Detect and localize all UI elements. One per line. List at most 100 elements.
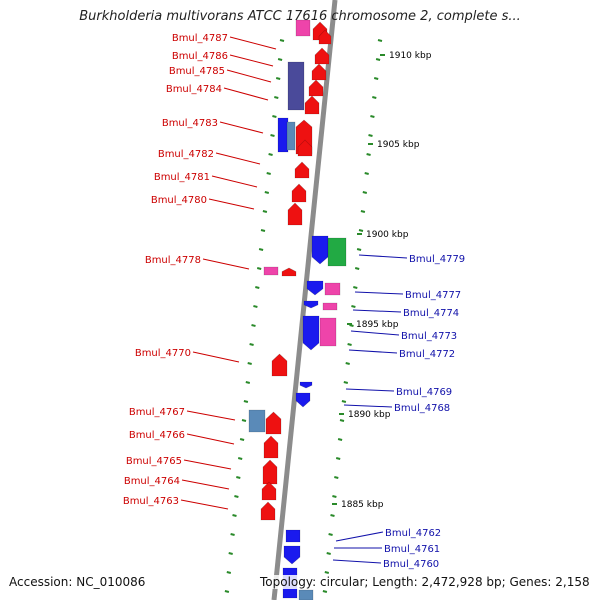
gene-label: Bmul_4768 xyxy=(394,403,450,414)
gene-feature xyxy=(283,545,301,565)
gene-label: Bmul_4784 xyxy=(166,84,222,95)
tick-mark xyxy=(354,267,360,270)
label-leader xyxy=(180,499,229,510)
gene-label: Bmul_4765 xyxy=(126,456,182,467)
tick-mark xyxy=(343,381,349,384)
gene-label: Bmul_4774 xyxy=(403,308,459,319)
gene-feature xyxy=(318,29,332,45)
gene-features xyxy=(248,19,347,600)
tick-mark xyxy=(370,115,375,118)
tick-mark xyxy=(375,58,381,61)
gene-label: Bmul_4780 xyxy=(151,195,207,206)
gene-feature xyxy=(277,117,289,153)
gene-feature xyxy=(260,501,276,521)
tick-mark xyxy=(341,400,347,403)
gene-label: Bmul_4766 xyxy=(129,430,185,441)
tick-mark xyxy=(270,134,275,137)
label-leader xyxy=(226,69,272,83)
tick-mark xyxy=(277,58,283,61)
gene-feature xyxy=(306,280,324,296)
gene-label: Bmul_4783 xyxy=(162,118,218,129)
gene-feature xyxy=(263,435,279,459)
tick-mark xyxy=(353,286,358,289)
tick-mark xyxy=(272,115,277,118)
gene-feature xyxy=(286,121,296,151)
label-leader xyxy=(343,404,393,408)
tick-mark xyxy=(268,153,273,156)
gene-label: Bmul_4773 xyxy=(401,331,457,342)
tick-mark xyxy=(237,457,243,460)
tick-mark xyxy=(364,172,369,175)
tick-mark xyxy=(351,305,356,308)
tick-mark xyxy=(322,590,328,593)
tick-mark xyxy=(226,571,232,574)
tick-mark xyxy=(260,229,266,232)
gene-feature xyxy=(261,481,277,501)
tick-mark xyxy=(347,343,352,346)
gene-feature xyxy=(248,409,266,433)
tick-mark xyxy=(366,153,371,156)
tick-mark xyxy=(232,514,237,517)
gene-label: Bmul_4785 xyxy=(169,66,225,77)
tick-mark xyxy=(362,191,368,194)
label-leader xyxy=(358,254,408,259)
gene-feature xyxy=(299,381,313,389)
tick-mark xyxy=(326,552,331,555)
gene-feature xyxy=(308,79,324,97)
tick-mark xyxy=(358,229,364,232)
gene-label: Bmul_4761 xyxy=(384,544,440,555)
gene-feature xyxy=(263,266,279,276)
gene-label: Bmul_4769 xyxy=(396,387,452,398)
gene-feature xyxy=(298,589,314,600)
label-leader xyxy=(348,349,398,354)
tick-mark xyxy=(373,77,379,80)
gene-feature xyxy=(287,202,303,226)
label-leader xyxy=(181,479,230,490)
gene-label: Bmul_4772 xyxy=(399,349,455,360)
label-leader xyxy=(345,388,395,392)
label-leader xyxy=(215,152,261,165)
gene-feature xyxy=(291,183,307,203)
label-leader xyxy=(202,258,250,270)
scale-label: 1885 kbp xyxy=(341,500,384,510)
tick-mark xyxy=(360,210,366,213)
gene-feature xyxy=(262,459,278,485)
label-leader xyxy=(208,198,255,210)
label-leader xyxy=(223,87,269,101)
gene-label: Bmul_4764 xyxy=(124,476,180,487)
gene-feature xyxy=(295,392,311,408)
gene-feature xyxy=(304,95,320,115)
gene-label: Bmul_4777 xyxy=(405,290,461,301)
tick-mark xyxy=(324,571,330,574)
gene-feature xyxy=(287,61,305,111)
tick-mark xyxy=(245,381,251,384)
label-leader xyxy=(211,175,258,188)
tick-mark xyxy=(249,343,254,346)
tick-mark xyxy=(274,96,279,99)
scale-label: 1910 kbp xyxy=(389,51,432,61)
tick-mark xyxy=(335,457,341,460)
gene-label: Bmul_4760 xyxy=(383,559,439,570)
gene-feature xyxy=(302,315,320,351)
gene-feature xyxy=(311,63,327,81)
gene-label: Bmul_4762 xyxy=(385,528,441,539)
tick-mark xyxy=(228,552,233,555)
label-leader-lines xyxy=(180,36,408,564)
tick-marks xyxy=(224,39,383,593)
tick-mark xyxy=(262,210,268,213)
tick-mark xyxy=(230,533,235,536)
tick-mark xyxy=(337,438,343,441)
tick-mark xyxy=(266,172,271,175)
label-leader xyxy=(354,291,404,295)
gene-label: Bmul_4767 xyxy=(129,407,185,418)
gene-feature xyxy=(285,529,301,543)
tick-mark xyxy=(330,514,335,517)
topology-text: Topology: circular; Length: 2,472,928 bp… xyxy=(260,575,590,589)
tick-mark xyxy=(372,96,377,99)
tick-mark xyxy=(255,286,260,289)
gene-label: Bmul_4763 xyxy=(123,496,179,507)
label-leader xyxy=(186,410,236,421)
tick-mark xyxy=(368,134,373,137)
gene-feature xyxy=(281,267,297,277)
label-leader xyxy=(183,459,232,470)
